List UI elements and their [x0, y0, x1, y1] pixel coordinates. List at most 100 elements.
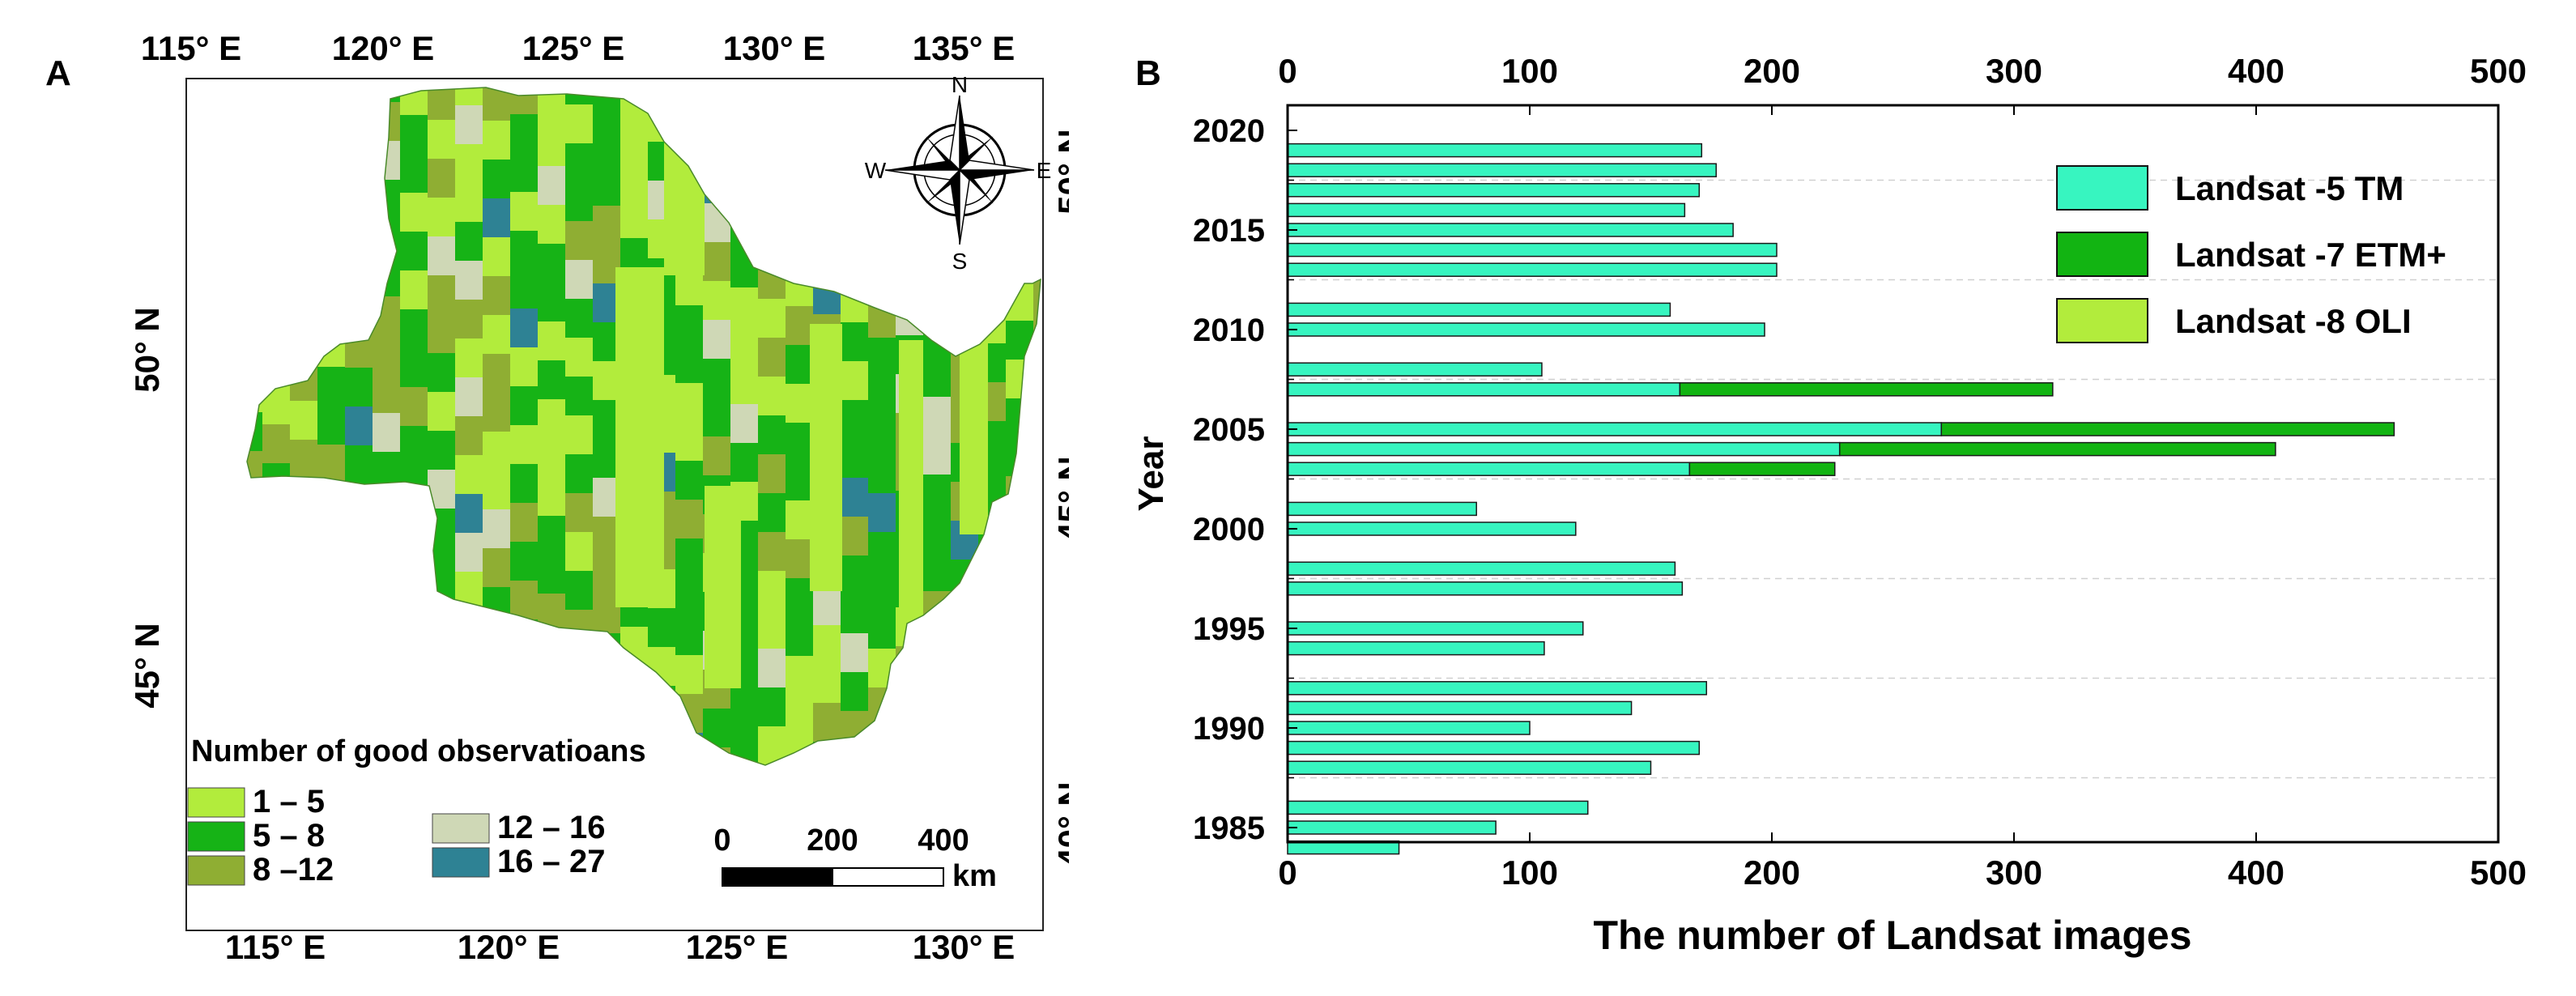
map-patch — [786, 345, 813, 384]
map-patch — [510, 270, 538, 309]
map-patch — [786, 617, 813, 656]
map-patch — [923, 475, 951, 513]
map-top-tick-label: 125° E — [522, 29, 625, 67]
x-tick-label-top: 100 — [1501, 52, 1558, 90]
map-patch — [262, 308, 290, 347]
bar-landsat-7-etm--2004 — [1838, 441, 2276, 457]
map-patch — [868, 182, 896, 221]
map-patch — [455, 416, 483, 455]
map-patch — [1033, 292, 1041, 331]
map-patch — [290, 634, 317, 673]
map-patch — [841, 400, 868, 439]
map-patch — [400, 115, 428, 154]
map-patch — [758, 493, 786, 532]
map-patch — [758, 143, 786, 182]
map-patch — [290, 595, 317, 634]
map-patch — [345, 640, 373, 679]
map-patch — [373, 568, 400, 607]
map-patch — [703, 242, 730, 281]
map-patch — [868, 104, 896, 143]
map-patch — [455, 87, 483, 105]
map-patch — [620, 121, 648, 160]
map-patch — [758, 182, 786, 221]
map-patch — [345, 406, 373, 445]
map-patch — [317, 445, 345, 483]
map-patch — [978, 577, 1006, 615]
map-top-tick-label: 120° E — [332, 29, 435, 67]
map-patch — [841, 361, 868, 400]
map-patch — [786, 423, 813, 462]
map-patch — [247, 140, 262, 179]
legend-swatch-landsat-5-tm — [2056, 165, 2148, 211]
bar-landsat-5-tm-1990 — [1287, 721, 1531, 735]
map-patch — [868, 765, 896, 804]
map-patch — [758, 765, 786, 804]
map-patch — [868, 493, 896, 532]
landsat-bar-chart: B 0 0 100 100 200 200 300 300 400 400 500 500 1985 19… — [1131, 52, 2527, 958]
map-patch — [538, 360, 565, 399]
map-patch — [951, 637, 978, 676]
map-patch — [675, 461, 703, 500]
x-tick-label-top: 0 — [1278, 52, 1297, 90]
map-patch — [841, 517, 868, 555]
bar-landsat-5-tm-1997 — [1287, 581, 1684, 596]
map-patch — [620, 627, 648, 666]
map-patch — [247, 373, 262, 412]
map-patch — [620, 87, 648, 121]
map-patch — [565, 87, 593, 104]
map-patch — [483, 160, 510, 198]
map-patch — [317, 561, 345, 600]
map-figure: A 115° E 120° E 125° E 130° E 135° E 115… — [45, 29, 1089, 966]
map-patch — [923, 630, 951, 669]
map-patch — [899, 340, 923, 632]
map-patch — [648, 608, 675, 647]
map-patch — [483, 276, 510, 315]
map-patch — [1006, 282, 1033, 321]
map-patch — [483, 509, 510, 548]
map-patch — [730, 365, 758, 404]
map-patch — [896, 724, 923, 763]
map-patch — [455, 611, 483, 649]
map-patch — [648, 647, 675, 686]
map-patch — [400, 465, 428, 504]
map-patch — [758, 687, 786, 726]
map-patch — [923, 708, 951, 747]
map-patch — [620, 160, 648, 199]
compass-s-label: S — [952, 249, 968, 274]
map-patch — [565, 182, 593, 221]
map-patch — [345, 96, 373, 134]
map-patch — [730, 287, 758, 326]
compass-w-label: W — [865, 158, 887, 183]
map-patch — [758, 104, 786, 143]
map-patch — [345, 290, 373, 329]
map-bottom-tick-label: 120° E — [458, 928, 560, 966]
map-patch — [960, 292, 988, 534]
map-patch — [565, 493, 593, 532]
map-patch — [813, 159, 841, 198]
map-bottom-tick-label: 125° E — [686, 928, 789, 966]
bar-landsat-5-tm-2001 — [1287, 501, 1477, 517]
map-patch — [428, 236, 455, 275]
x-tick-label-top: 400 — [2228, 52, 2284, 90]
map-left-tick-label: 45° N — [128, 623, 166, 709]
bar-landsat-5-tm-1988 — [1287, 760, 1652, 775]
map-patch — [428, 664, 455, 703]
scale-tick-0: 0 — [713, 824, 730, 858]
map-patch — [483, 237, 510, 276]
legend-label: Landsat -5 TM — [2175, 169, 2404, 207]
legend-label: Landsat -7 ETM+ — [2175, 236, 2446, 274]
map-patch — [841, 750, 868, 765]
map-patch — [455, 533, 483, 572]
map-patch — [345, 601, 373, 640]
scale-bar: 0 200 400 km — [713, 824, 996, 893]
x-tick-label: 400 — [2228, 853, 2284, 892]
bar-landsat-7-etm--2005 — [1940, 422, 2395, 436]
map-patch — [262, 230, 290, 269]
map-patch — [483, 121, 510, 160]
x-axis-title: The number of Landsat images — [1593, 913, 2191, 958]
bar-landsat-5-tm-2013 — [1287, 262, 1778, 277]
map-patch — [345, 368, 373, 406]
map-patch — [565, 377, 593, 415]
map-patch — [758, 532, 786, 571]
map-patch — [428, 87, 455, 120]
